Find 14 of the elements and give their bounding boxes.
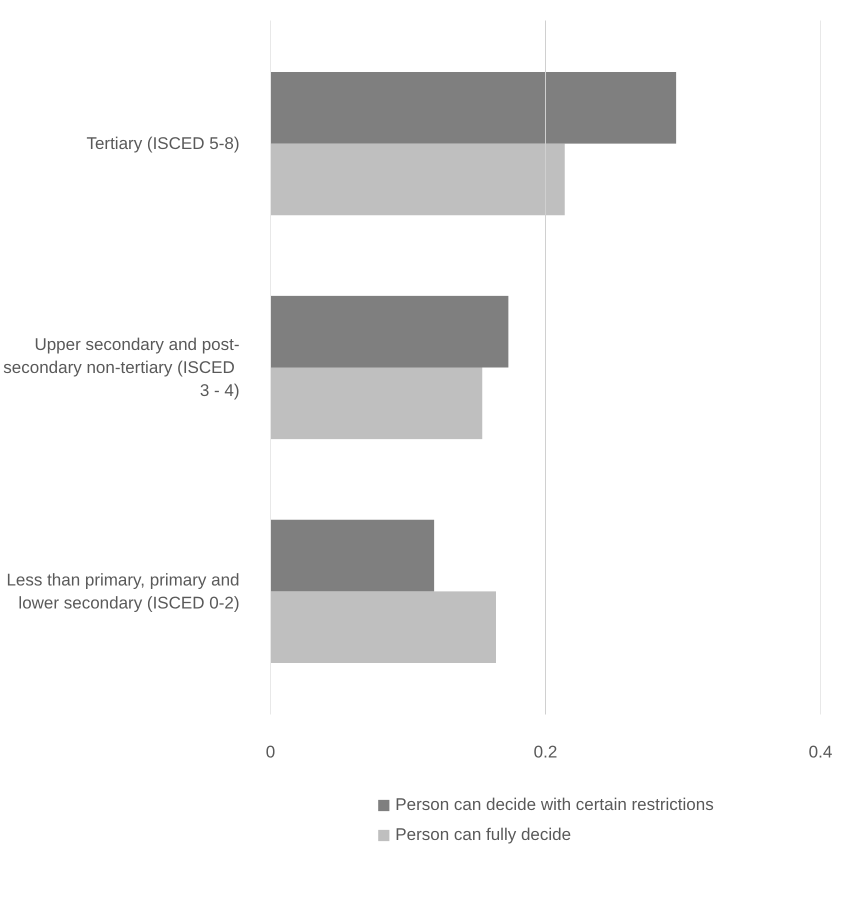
legend-label: Person can fully decide [395, 825, 572, 845]
bar [270, 520, 434, 592]
x-tick-label: 0 [266, 742, 276, 762]
bar [270, 144, 565, 216]
bar [270, 296, 508, 368]
y-tick-label: Upper secondary and post-secondary non-tertiary (ISCED 3 - 4) [3, 335, 240, 400]
legend-label: Person can decide with certain restrictions [395, 795, 714, 815]
bar [270, 72, 676, 144]
x-tick-label: 0.2 [534, 742, 558, 762]
y-tick-label: Tertiary (ISCED 5-8) [86, 134, 240, 154]
bar [270, 368, 482, 440]
bar [270, 591, 496, 664]
y-tick-label: Less than primary, primary and lower secondary (ISCED 0-2) [6, 570, 240, 612]
x-tick-label: 0.4 [808, 742, 832, 762]
